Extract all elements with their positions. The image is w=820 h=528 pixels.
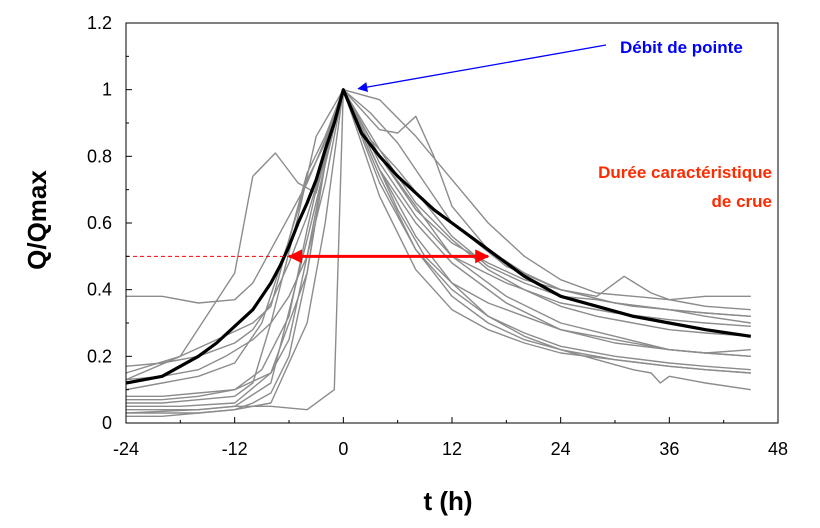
event-series-8 bbox=[126, 88, 751, 404]
event-series-layer bbox=[125, 88, 751, 417]
duration-label-line-2: de crue bbox=[712, 192, 772, 211]
x-tick-label: -12 bbox=[222, 439, 248, 459]
x-tick-label: 24 bbox=[551, 439, 571, 459]
event-series-14 bbox=[125, 88, 751, 381]
event-series-12 bbox=[125, 88, 751, 367]
y-axis-title: Q/Qmax bbox=[22, 170, 52, 270]
y-tick-label: 1 bbox=[102, 80, 112, 100]
duration-label-line-1: Durée caractéristique bbox=[598, 163, 772, 182]
x-tick-label: 36 bbox=[659, 439, 679, 459]
x-tick-label: 0 bbox=[338, 439, 348, 459]
event-series-10 bbox=[126, 88, 751, 414]
mean-series-layer bbox=[125, 88, 752, 385]
event-series-7 bbox=[125, 88, 751, 391]
y-tick-label: 0.8 bbox=[87, 146, 112, 166]
mean-hydrograph-line bbox=[125, 88, 752, 385]
peak-flow-label: Débit de pointe bbox=[620, 38, 743, 57]
y-tick-label: 0 bbox=[102, 413, 112, 433]
event-series-9 bbox=[126, 88, 751, 397]
peak-flow-arrow bbox=[357, 44, 607, 93]
y-tick-label: 0.2 bbox=[87, 346, 112, 366]
y-tick-label: 1.2 bbox=[87, 13, 112, 33]
axis-ticks: -24 -12 0 12 24 36 48 0 0.2 0.4 0.6 0.8 1 1.2 bbox=[87, 13, 788, 459]
event-series-2 bbox=[125, 88, 751, 381]
event-series-1 bbox=[126, 88, 751, 407]
annotation-shapes bbox=[126, 44, 607, 264]
x-tick-label: 48 bbox=[768, 439, 788, 459]
x-axis-title: t (h) bbox=[423, 486, 472, 516]
event-series-13 bbox=[126, 88, 751, 417]
event-series-11 bbox=[126, 88, 751, 401]
event-series-4 bbox=[126, 88, 751, 304]
x-tick-label: -24 bbox=[113, 439, 139, 459]
x-tick-label: 12 bbox=[442, 439, 462, 459]
y-tick-label: 0.4 bbox=[87, 280, 112, 300]
y-tick-label: 0.6 bbox=[87, 213, 112, 233]
